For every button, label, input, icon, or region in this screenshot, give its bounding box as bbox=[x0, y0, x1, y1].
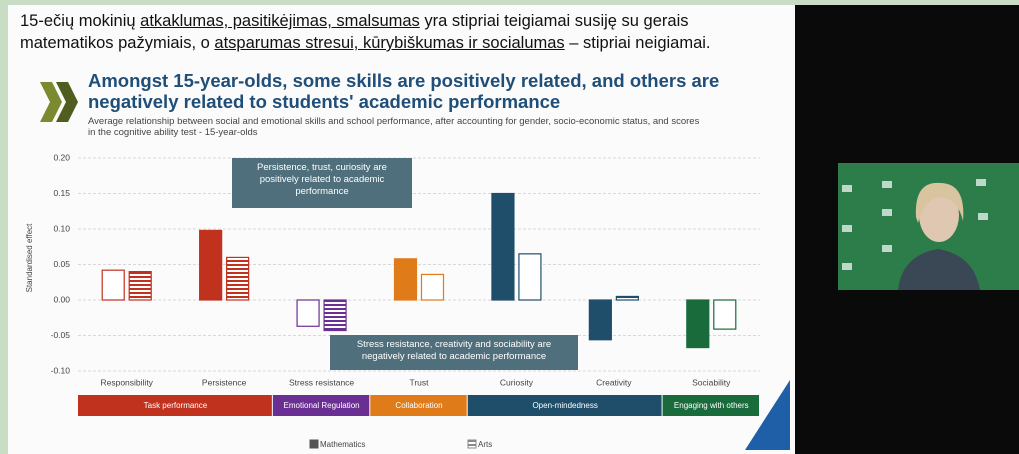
slide-header: 15-ečių mokinių atkaklumas, pasitikėjima… bbox=[20, 10, 711, 54]
annotation: Persistence, trust, curiosity are positi… bbox=[232, 158, 412, 208]
bar bbox=[296, 299, 320, 327]
bar bbox=[226, 256, 250, 301]
group-label: Collaboration bbox=[395, 401, 442, 410]
bar bbox=[588, 299, 612, 341]
person-hair bbox=[915, 182, 964, 223]
group-band bbox=[662, 395, 759, 416]
bar bbox=[128, 271, 152, 301]
legend-swatch bbox=[309, 439, 319, 449]
group-label: Open-mindedness bbox=[532, 401, 597, 410]
group-band bbox=[272, 395, 370, 416]
chart: Standardised effect 0.20 0.15 0.10 0.05 0.00… bbox=[25, 82, 790, 450]
header-segment: yra stipriai teigiamai susiję su gerais bbox=[419, 12, 689, 30]
bar bbox=[199, 229, 223, 301]
chart-subtitle: Average relationship between social and … bbox=[88, 116, 700, 138]
y-tick-label: 0.10 bbox=[53, 223, 70, 233]
group-band bbox=[370, 395, 467, 416]
person-body bbox=[898, 249, 980, 290]
x-tick-label: Stress resistance bbox=[289, 377, 354, 387]
bar bbox=[713, 299, 737, 330]
bar bbox=[518, 253, 542, 301]
legend-swatch bbox=[467, 439, 477, 449]
y-tick-label: -0.05 bbox=[51, 330, 71, 340]
group-label: Emotional Regulation bbox=[284, 401, 360, 410]
header-segment: – stipriai neigiamai. bbox=[564, 34, 711, 52]
x-tick-label: Sociability bbox=[692, 377, 731, 387]
y-tick-label: 0.15 bbox=[53, 188, 70, 198]
x-tick-label: Persistence bbox=[202, 377, 247, 387]
x-tick-label: Creativity bbox=[596, 377, 632, 387]
header-line: 15-ečių mokinių atkaklumas, pasitikėjima… bbox=[20, 10, 711, 32]
video-feed bbox=[838, 163, 1019, 290]
bar bbox=[420, 273, 445, 301]
bar bbox=[615, 295, 639, 301]
bar bbox=[491, 192, 515, 301]
header-segment: atsparumas stresui, kūrybiškumas ir soci… bbox=[214, 34, 565, 52]
legend-label: Arts bbox=[478, 440, 492, 449]
logos bbox=[842, 179, 988, 270]
y-tick-label: 0.05 bbox=[53, 259, 70, 269]
x-tick-label: Responsibility bbox=[100, 377, 153, 387]
bar bbox=[323, 299, 347, 332]
header-segment: matematikos pažymiais, o bbox=[20, 34, 215, 52]
y-tick-label: 0.00 bbox=[53, 294, 70, 304]
bar bbox=[393, 258, 418, 301]
chart-title: Amongst 15-year-olds, some skills are po… bbox=[88, 70, 720, 112]
oecd-logo bbox=[40, 82, 78, 122]
group-band bbox=[467, 395, 662, 416]
x-tick-label: Curiosity bbox=[500, 377, 534, 387]
video-image bbox=[838, 163, 1019, 290]
group-band bbox=[78, 395, 272, 416]
bar bbox=[101, 269, 125, 301]
header-segment: 15-ečių mokinių bbox=[20, 12, 141, 30]
annotation: Stress resistance, creativity and sociab… bbox=[330, 335, 578, 370]
group-label: Task performance bbox=[144, 401, 208, 410]
group-label: Engaging with others bbox=[674, 401, 749, 410]
corner-decoration bbox=[745, 380, 790, 450]
bar bbox=[686, 299, 710, 349]
header-segment: atkaklumas, pasitikėjimas, smalsumas bbox=[140, 12, 420, 30]
header-line: matematikos pažymiais, o atsparumas stre… bbox=[20, 32, 711, 54]
y-axis-label: Standardised effect bbox=[25, 223, 34, 293]
legend-label: Mathematics bbox=[320, 440, 365, 449]
y-tick-label: -0.10 bbox=[51, 365, 71, 375]
y-tick-label: 0.20 bbox=[53, 152, 70, 162]
x-tick-label: Trust bbox=[409, 377, 429, 387]
